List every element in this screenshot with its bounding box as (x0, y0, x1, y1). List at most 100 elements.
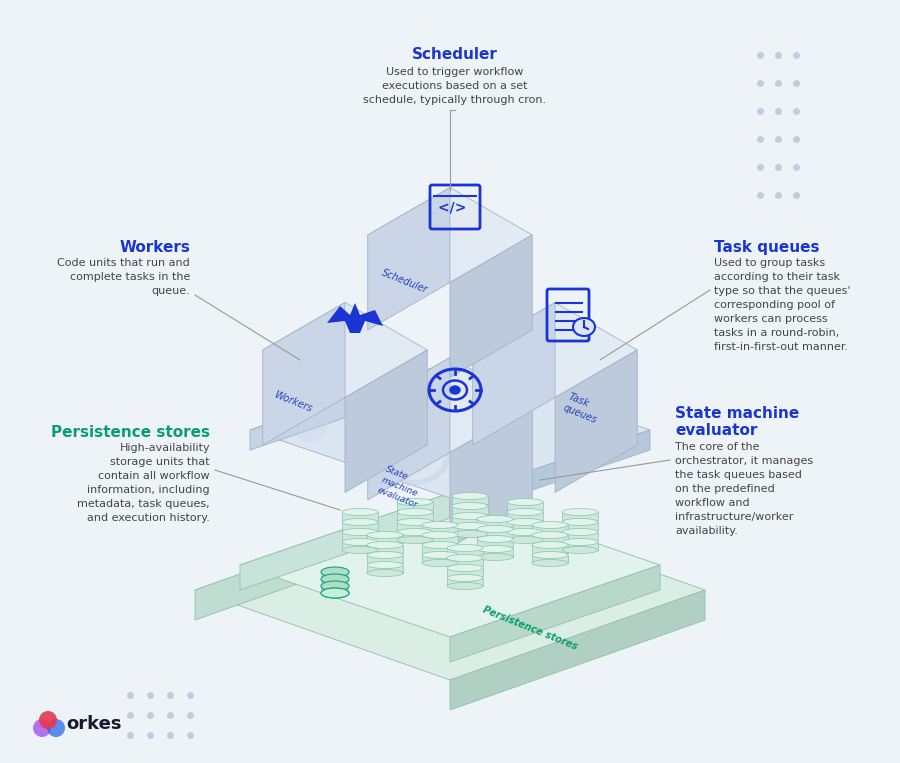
Polygon shape (447, 548, 483, 556)
Text: </>: </> (438, 200, 472, 214)
Text: Used to group tasks
according to their task
type so that the queues'
correspondi: Used to group tasks according to their t… (714, 258, 850, 352)
Ellipse shape (447, 545, 483, 552)
Polygon shape (555, 350, 637, 492)
Polygon shape (562, 512, 598, 520)
Ellipse shape (367, 562, 403, 568)
Polygon shape (367, 535, 403, 543)
Polygon shape (321, 579, 349, 586)
Polygon shape (450, 405, 532, 548)
Ellipse shape (321, 588, 349, 598)
Ellipse shape (422, 532, 458, 539)
Text: Task queues: Task queues (714, 240, 820, 255)
Polygon shape (321, 586, 349, 593)
Polygon shape (472, 302, 555, 445)
Ellipse shape (532, 542, 568, 549)
Polygon shape (422, 555, 458, 563)
Ellipse shape (47, 719, 65, 737)
Polygon shape (342, 512, 378, 520)
Ellipse shape (321, 588, 349, 598)
Ellipse shape (397, 498, 433, 506)
Ellipse shape (477, 546, 513, 552)
Polygon shape (250, 362, 650, 498)
Polygon shape (240, 493, 450, 590)
Ellipse shape (452, 523, 488, 530)
Polygon shape (397, 532, 433, 540)
Ellipse shape (562, 529, 598, 536)
Text: The core of the
orchestrator, it manages
the task queues based
on the predefined: The core of the orchestrator, it manages… (675, 442, 813, 536)
Text: Workers: Workers (119, 240, 190, 255)
Polygon shape (452, 526, 488, 534)
Ellipse shape (342, 519, 378, 526)
Text: Task
queues: Task queues (562, 392, 603, 426)
Polygon shape (532, 535, 568, 543)
Ellipse shape (447, 582, 483, 590)
Polygon shape (507, 532, 543, 540)
Polygon shape (368, 358, 532, 452)
Ellipse shape (367, 552, 403, 559)
Text: Persistence stores: Persistence stores (51, 425, 210, 440)
Ellipse shape (507, 508, 543, 516)
Ellipse shape (562, 508, 598, 516)
Polygon shape (368, 188, 450, 330)
Ellipse shape (290, 388, 330, 443)
Ellipse shape (367, 532, 403, 539)
Text: orkes: orkes (66, 715, 122, 733)
Polygon shape (447, 558, 483, 566)
Polygon shape (397, 502, 433, 510)
Ellipse shape (342, 529, 378, 536)
Ellipse shape (573, 318, 595, 336)
Ellipse shape (562, 546, 598, 553)
Ellipse shape (447, 575, 483, 581)
Polygon shape (367, 545, 403, 553)
Ellipse shape (532, 559, 568, 566)
Ellipse shape (342, 539, 378, 546)
Polygon shape (263, 302, 345, 445)
Polygon shape (562, 532, 598, 540)
Ellipse shape (367, 569, 403, 577)
Ellipse shape (422, 559, 458, 566)
Ellipse shape (507, 536, 543, 543)
Polygon shape (195, 500, 705, 680)
Ellipse shape (477, 516, 513, 523)
Ellipse shape (452, 503, 488, 510)
Polygon shape (447, 578, 483, 586)
Ellipse shape (321, 567, 349, 577)
Polygon shape (345, 350, 427, 492)
Polygon shape (450, 565, 660, 662)
Text: Used to trigger workflow
executions based on a set
schedule, typically through c: Used to trigger workflow executions base… (364, 67, 546, 105)
Polygon shape (342, 532, 378, 540)
Text: State machine
evaluator: State machine evaluator (675, 406, 799, 438)
Ellipse shape (532, 532, 568, 539)
Ellipse shape (450, 386, 460, 394)
Polygon shape (250, 362, 450, 450)
Polygon shape (342, 542, 378, 550)
Polygon shape (452, 496, 488, 504)
Ellipse shape (447, 565, 483, 571)
Polygon shape (397, 512, 433, 520)
Ellipse shape (342, 508, 378, 516)
Text: Workers: Workers (272, 390, 313, 414)
Ellipse shape (397, 529, 433, 536)
Ellipse shape (477, 526, 513, 533)
Polygon shape (477, 549, 513, 557)
Polygon shape (477, 529, 513, 537)
Polygon shape (562, 522, 598, 530)
Ellipse shape (562, 539, 598, 546)
Ellipse shape (452, 513, 488, 520)
Polygon shape (367, 555, 403, 563)
Polygon shape (507, 502, 543, 510)
Polygon shape (422, 525, 458, 533)
Polygon shape (450, 235, 532, 378)
Polygon shape (321, 572, 349, 579)
Ellipse shape (532, 521, 568, 529)
Ellipse shape (422, 521, 458, 529)
Ellipse shape (452, 492, 488, 500)
Polygon shape (532, 555, 568, 563)
Polygon shape (477, 519, 513, 527)
Polygon shape (452, 506, 488, 514)
Polygon shape (447, 568, 483, 576)
Polygon shape (367, 565, 403, 573)
Ellipse shape (477, 536, 513, 542)
Ellipse shape (507, 519, 543, 526)
Polygon shape (263, 302, 428, 398)
